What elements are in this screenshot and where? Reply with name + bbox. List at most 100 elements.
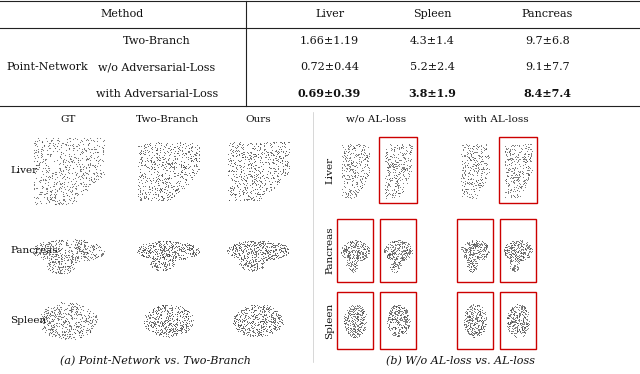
Point — [399, 243, 410, 249]
Point — [512, 245, 522, 251]
Point — [234, 193, 244, 199]
Point — [339, 178, 349, 184]
Point — [38, 325, 48, 331]
Point — [154, 331, 164, 337]
Point — [141, 254, 152, 260]
Point — [257, 325, 267, 331]
Point — [67, 254, 77, 260]
Point — [477, 182, 488, 188]
Point — [54, 172, 65, 178]
Point — [390, 180, 400, 186]
Point — [240, 184, 250, 190]
Point — [54, 200, 64, 206]
Point — [355, 176, 365, 182]
Point — [394, 310, 404, 316]
Point — [460, 144, 470, 150]
Point — [460, 162, 470, 168]
Point — [399, 318, 409, 324]
Point — [357, 249, 367, 255]
Point — [481, 251, 491, 257]
Point — [476, 250, 486, 256]
Point — [348, 309, 358, 315]
Point — [463, 240, 474, 246]
Point — [349, 268, 360, 274]
Point — [475, 244, 485, 250]
Point — [84, 162, 95, 168]
Point — [152, 307, 163, 313]
Point — [37, 147, 47, 153]
Point — [177, 304, 188, 310]
Point — [163, 252, 173, 258]
Point — [506, 329, 516, 335]
Point — [514, 318, 524, 324]
Point — [473, 162, 483, 168]
Point — [152, 304, 162, 310]
Point — [343, 250, 353, 256]
Point — [35, 318, 45, 324]
Point — [164, 317, 175, 323]
Point — [517, 142, 527, 148]
Point — [280, 144, 291, 150]
Point — [339, 150, 349, 156]
Point — [241, 239, 252, 245]
Point — [472, 160, 482, 166]
Point — [75, 176, 85, 182]
Point — [76, 306, 86, 312]
Point — [164, 193, 174, 199]
Point — [180, 307, 191, 313]
Point — [384, 312, 394, 318]
Point — [518, 304, 529, 310]
Point — [469, 321, 479, 327]
Point — [348, 334, 358, 340]
Point — [156, 318, 166, 324]
Point — [468, 242, 478, 248]
Point — [189, 252, 200, 258]
Point — [344, 163, 355, 169]
Point — [158, 253, 168, 259]
Point — [143, 248, 154, 254]
Point — [511, 153, 521, 159]
Point — [86, 242, 97, 248]
Point — [45, 261, 55, 267]
Point — [341, 245, 351, 251]
Point — [92, 316, 102, 322]
Point — [464, 329, 474, 335]
Point — [160, 303, 170, 309]
Point — [239, 330, 250, 336]
Point — [394, 258, 404, 264]
Point — [404, 247, 415, 253]
Point — [55, 264, 65, 270]
Point — [459, 183, 469, 188]
Point — [58, 334, 68, 340]
Point — [384, 162, 394, 168]
Point — [154, 261, 164, 267]
Point — [468, 321, 479, 327]
Point — [148, 321, 159, 327]
Point — [264, 304, 274, 310]
Text: Pancreas: Pancreas — [10, 246, 58, 255]
Point — [345, 194, 355, 200]
Point — [340, 316, 350, 322]
Point — [156, 243, 166, 249]
Point — [275, 316, 285, 322]
Point — [474, 332, 484, 338]
Point — [504, 259, 515, 265]
Point — [513, 244, 523, 250]
Point — [164, 252, 174, 258]
Point — [396, 328, 406, 334]
Point — [273, 316, 284, 322]
Point — [180, 171, 191, 177]
Point — [48, 135, 58, 141]
Point — [179, 315, 189, 321]
Point — [337, 247, 348, 253]
Point — [83, 318, 93, 324]
Point — [230, 319, 240, 325]
Point — [457, 246, 467, 252]
Point — [190, 151, 200, 157]
Point — [381, 195, 392, 201]
Point — [166, 316, 177, 322]
Point — [399, 307, 410, 313]
Point — [156, 315, 166, 321]
Point — [269, 315, 279, 321]
Point — [164, 319, 174, 325]
